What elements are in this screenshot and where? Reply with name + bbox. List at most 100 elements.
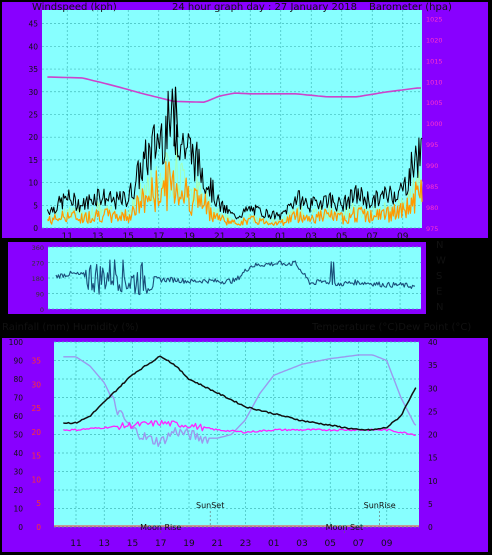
y-tick-label: 1010: [426, 78, 443, 86]
y-tick-label: 1005: [426, 99, 443, 107]
y-tick-label: 20: [428, 431, 438, 440]
y-tick-label: 5: [36, 499, 41, 508]
y-tick-label: 70: [13, 394, 23, 403]
x-tick-label: 17: [153, 232, 164, 242]
y-tick-label: 0: [428, 523, 433, 532]
x-tick-label: 09: [381, 539, 393, 549]
y-tick-label: 20: [28, 133, 38, 142]
compass-label: N: [436, 240, 443, 251]
y-tick-label: 60: [13, 412, 23, 421]
y-tick-label: 90: [36, 291, 44, 299]
y-tick-label: 180: [32, 275, 44, 283]
astronomy-annotations: Moon Rise SunSet Moon Set SunRise: [140, 501, 396, 533]
y-tick-label: 1015: [426, 57, 443, 65]
y-tick-label: 30: [428, 384, 438, 393]
x-tick-label: 19: [184, 232, 196, 242]
direction-series-group: [55, 259, 415, 296]
y-tick-label: 30: [13, 468, 23, 477]
y-tick-label: 985: [426, 183, 438, 191]
y-tick-label: 975: [426, 225, 438, 233]
x-tick-label: 01: [268, 539, 279, 549]
humidity-y-ticks: 0 10 20 30 40 50 60 70 80 90 100: [9, 338, 24, 532]
x-tick-label: 11: [62, 232, 73, 242]
y-tick-label: 10: [28, 179, 38, 188]
wind-y-left-ticks: 0 5 10 15 20 25 30 35 40 45: [28, 20, 38, 233]
y-tick-label: 15: [28, 156, 38, 165]
chart-date-title: 24 hour graph day : 27 January 2018: [172, 2, 357, 13]
y-tick-label: 80: [13, 375, 23, 384]
annotation-label: SunSet: [196, 501, 224, 510]
wind-peak-line: [173, 86, 179, 147]
temperature-y-ticks: 0 5 10 15 20 25 30 35 40: [428, 338, 438, 532]
humidity-line: [63, 354, 417, 447]
y-tick-label: 35: [428, 361, 438, 370]
x-tick-label: 23: [240, 539, 251, 549]
x-tick-label: 07: [367, 232, 378, 242]
y-tick-label: 10: [428, 477, 438, 486]
annotation-label: Moon Set: [326, 523, 363, 532]
x-tick-label: 05: [325, 539, 336, 549]
y-tick-label: 995: [426, 141, 438, 149]
y-tick-label: 980: [426, 204, 438, 212]
y-tick-label: 20: [31, 428, 41, 437]
x-tick-label: 21: [214, 232, 225, 242]
y-tick-label: 40: [28, 42, 38, 51]
temperature-line: [63, 355, 417, 431]
y-tick-label: 45: [28, 20, 38, 29]
x-tick-label: 19: [183, 539, 195, 549]
x-tick-label: 17: [155, 539, 166, 549]
compass-label: W: [436, 256, 446, 267]
y-tick-label: 25: [28, 110, 38, 119]
temp-x-ticks: 11 13 15 17 19 21 23 01 03 05 07 09: [70, 539, 392, 549]
y-tick-label: 10: [13, 505, 23, 514]
y-tick-label: 10: [31, 475, 41, 484]
y-tick-label: 30: [28, 88, 38, 97]
x-tick-label: 05: [336, 232, 347, 242]
wind-axis-label: Windspeed (kph): [32, 2, 117, 13]
barometer-line: [47, 76, 422, 103]
x-tick-label: 21: [212, 539, 223, 549]
x-tick-label: 13: [92, 232, 103, 242]
temp-series-group: [54, 354, 419, 527]
y-tick-label: 1000: [426, 120, 443, 128]
y-tick-label: 1025: [426, 15, 443, 23]
y-tick-label: 25: [31, 404, 41, 413]
y-tick-label: 50: [13, 431, 23, 440]
y-tick-label: 100: [9, 338, 24, 347]
y-tick-label: 20: [13, 486, 23, 495]
compass-label: E: [436, 287, 442, 298]
y-tick-label: 1020: [426, 36, 443, 44]
compass-label: N: [436, 302, 443, 313]
barometer-axis-label: Barometer (hpa): [369, 2, 452, 13]
rainfall-y-ticks: 0 5 10 15 20 25 30 35: [31, 357, 41, 533]
y-tick-label: 270: [32, 260, 44, 268]
temp-dewpoint-axis-label: Temperature (°C)Dew Point (°C): [311, 322, 471, 333]
x-tick-label: 11: [70, 539, 81, 549]
y-tick-label: 0: [18, 523, 23, 532]
wind-speed-line: [46, 161, 423, 226]
annotation-label: Moon Rise: [140, 523, 181, 532]
y-tick-label: 40: [428, 338, 438, 347]
y-tick-label: 40: [13, 449, 23, 458]
x-tick-label: 13: [99, 539, 110, 549]
barometer-y-right-ticks: 975 980 985 990 995 1000 1005 1010 1015 1020 1025: [426, 15, 443, 233]
wind-direction-line: [55, 259, 415, 296]
annotation-label: SunRise: [364, 501, 396, 510]
x-tick-label: 03: [306, 232, 317, 242]
rain-humidity-axis-label: Rainfall (mm) Humidity (%): [2, 322, 139, 333]
x-tick-label: 15: [127, 539, 138, 549]
y-tick-label: 0: [36, 523, 41, 532]
y-tick-label: 5: [33, 201, 38, 210]
y-tick-label: 90: [13, 357, 23, 366]
y-tick-label: 360: [32, 244, 44, 252]
y-tick-label: 35: [28, 65, 38, 74]
x-tick-label: 01: [275, 232, 286, 242]
y-tick-label: 0: [33, 224, 38, 233]
temp-plot-area: [54, 342, 419, 527]
y-tick-label: 15: [428, 454, 438, 463]
y-tick-label: 990: [426, 162, 438, 170]
x-tick-label: 03: [296, 539, 307, 549]
